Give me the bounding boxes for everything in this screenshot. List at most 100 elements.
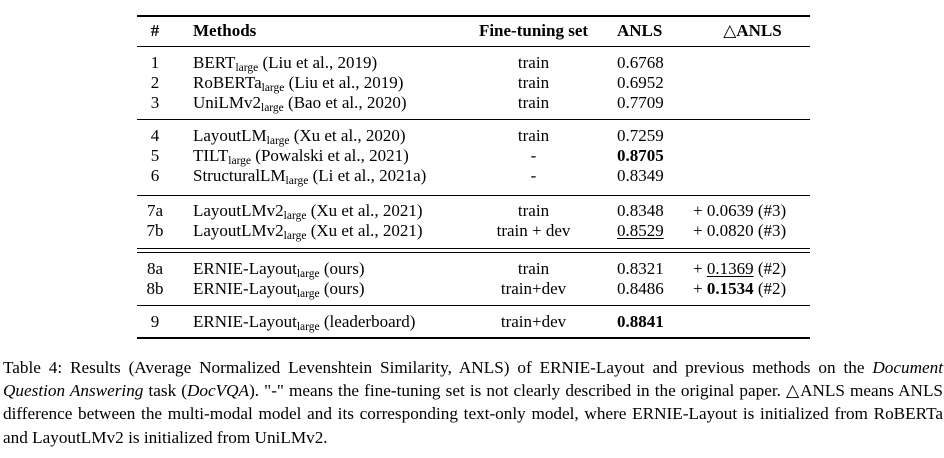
delta-value: 0.0820	[706, 221, 754, 240]
row-method: BERTlarge (Liu et al., 2019)	[193, 53, 378, 74]
row-num: 5	[150, 146, 160, 165]
row-num: 7a	[146, 201, 164, 220]
row-method: LayoutLMv2large (Xu et al., 2021)	[193, 221, 423, 242]
row-num: 8b	[146, 279, 164, 298]
row-delta: + 0.1369 (#2)	[693, 259, 786, 279]
citation: (ours)	[319, 279, 365, 298]
model-size: large	[261, 82, 285, 94]
group-rule-3a	[137, 248, 810, 249]
row-anls: 0.7709	[617, 93, 664, 112]
row-anls-second: 0.8529	[617, 221, 664, 240]
model-size: large	[283, 230, 307, 242]
delta-sign: +	[693, 279, 707, 298]
delta-value: 0.0639	[706, 201, 754, 220]
model-name: LayoutLM	[193, 126, 267, 145]
row-anls: 0.6952	[617, 73, 664, 92]
row-finetune: train	[517, 93, 550, 112]
model-name: ERNIE-Layout	[193, 279, 297, 298]
model-size: large	[296, 321, 320, 333]
row-delta: + 0.0820 (#3)	[693, 221, 786, 241]
row-delta: + 0.0639 (#3)	[693, 201, 786, 221]
model-name: TILT	[193, 146, 229, 165]
model-name: BERT	[193, 53, 236, 72]
row-delta: + 0.1534 (#2)	[693, 279, 786, 299]
delta-sign: +	[693, 201, 707, 220]
table-caption: Table 4: Results (Average Normalized Lev…	[3, 356, 943, 449]
header-rule	[137, 46, 810, 47]
group-rule-2	[137, 195, 810, 196]
group-rule-1	[137, 119, 810, 120]
delta-ref: (#3)	[753, 201, 787, 220]
row-method: ERNIE-Layoutlarge (leaderboard)	[193, 312, 416, 333]
delta-ref: (#2)	[753, 259, 787, 278]
model-name: ERNIE-Layout	[193, 259, 297, 278]
delta-value-second: 0.1369	[706, 259, 754, 278]
row-num: 2	[150, 73, 160, 92]
header-methods: Methods	[193, 21, 257, 40]
row-finetune: train	[517, 53, 550, 72]
row-anls: 0.8348	[617, 201, 664, 220]
row-anls: 0.8349	[617, 166, 664, 185]
header-num: #	[150, 21, 160, 40]
citation: (Liu et al., 2019)	[258, 53, 378, 72]
caption-part-2: task (	[143, 381, 188, 401]
citation: (Li et al., 2021a)	[308, 166, 427, 185]
row-method: LayoutLMlarge (Xu et al., 2020)	[193, 126, 406, 147]
row-anls-best: 0.8841	[617, 312, 664, 331]
row-finetune: train	[517, 73, 550, 92]
row-num: 8a	[146, 259, 164, 278]
row-finetune: train	[517, 259, 550, 278]
table-top-rule	[137, 15, 810, 17]
caption-part-1: Table 4: Results (Average Normalized Lev…	[3, 358, 873, 377]
model-size: large	[266, 135, 290, 147]
row-finetune: -	[530, 166, 537, 185]
model-name: StructuralLM	[193, 166, 286, 185]
model-size: large	[296, 268, 320, 280]
row-finetune: -	[530, 146, 537, 165]
row-num: 9	[150, 312, 160, 331]
header-finetune: Fine-tuning set	[478, 21, 589, 40]
group-rule-4	[137, 305, 810, 306]
row-num: 7b	[146, 221, 164, 240]
caption-task: Document Question Answering	[3, 358, 943, 401]
citation: (Xu et al., 2021)	[306, 221, 423, 240]
delta-sign: +	[693, 221, 707, 240]
citation: (Liu et al., 2019)	[284, 73, 404, 92]
model-name: RoBERTa	[193, 73, 262, 92]
citation: (leaderboard)	[319, 312, 416, 331]
citation: (ours)	[319, 259, 365, 278]
delta-value-best: 0.1534	[706, 279, 754, 298]
row-anls-best: 0.8705	[617, 146, 664, 165]
citation: (Xu et al., 2021)	[306, 201, 423, 220]
model-name: UniLMv2	[193, 93, 261, 112]
row-method: LayoutLMv2large (Xu et al., 2021)	[193, 201, 423, 222]
model-name: ERNIE-Layout	[193, 312, 297, 331]
row-anls: 0.8486	[617, 279, 664, 298]
header-anls: ANLS	[617, 21, 663, 40]
model-name: LayoutLMv2	[193, 221, 284, 240]
row-method: RoBERTalarge (Liu et al., 2019)	[193, 73, 404, 94]
row-finetune: train	[517, 201, 550, 220]
group-rule-3b	[137, 252, 810, 253]
model-size: large	[235, 62, 259, 74]
delta-sign: +	[693, 259, 707, 278]
table-bottom-rule	[137, 337, 810, 339]
model-size: large	[283, 210, 307, 222]
row-finetune: train + dev	[496, 221, 571, 240]
delta-ref: (#2)	[753, 279, 787, 298]
row-method: StructuralLMlarge (Li et al., 2021a)	[193, 166, 427, 187]
row-anls: 0.6768	[617, 53, 664, 72]
row-method: ERNIE-Layoutlarge (ours)	[193, 279, 365, 300]
row-num: 4	[150, 126, 160, 145]
model-size: large	[296, 288, 320, 300]
row-method: TILTlarge (Powalski et al., 2021)	[193, 146, 409, 167]
row-anls: 0.7259	[617, 126, 664, 145]
model-size: large	[228, 155, 252, 167]
row-finetune: train+dev	[500, 279, 567, 298]
caption-part-3: ). "-" means the fine-tuning set is not …	[3, 381, 943, 447]
results-table: # Methods Fine-tuning set ANLS △ANLS 1 B…	[137, 15, 810, 339]
row-method: ERNIE-Layoutlarge (ours)	[193, 259, 365, 280]
citation: (Bao et al., 2020)	[283, 93, 407, 112]
row-num: 3	[150, 93, 160, 112]
row-num: 1	[150, 53, 160, 72]
